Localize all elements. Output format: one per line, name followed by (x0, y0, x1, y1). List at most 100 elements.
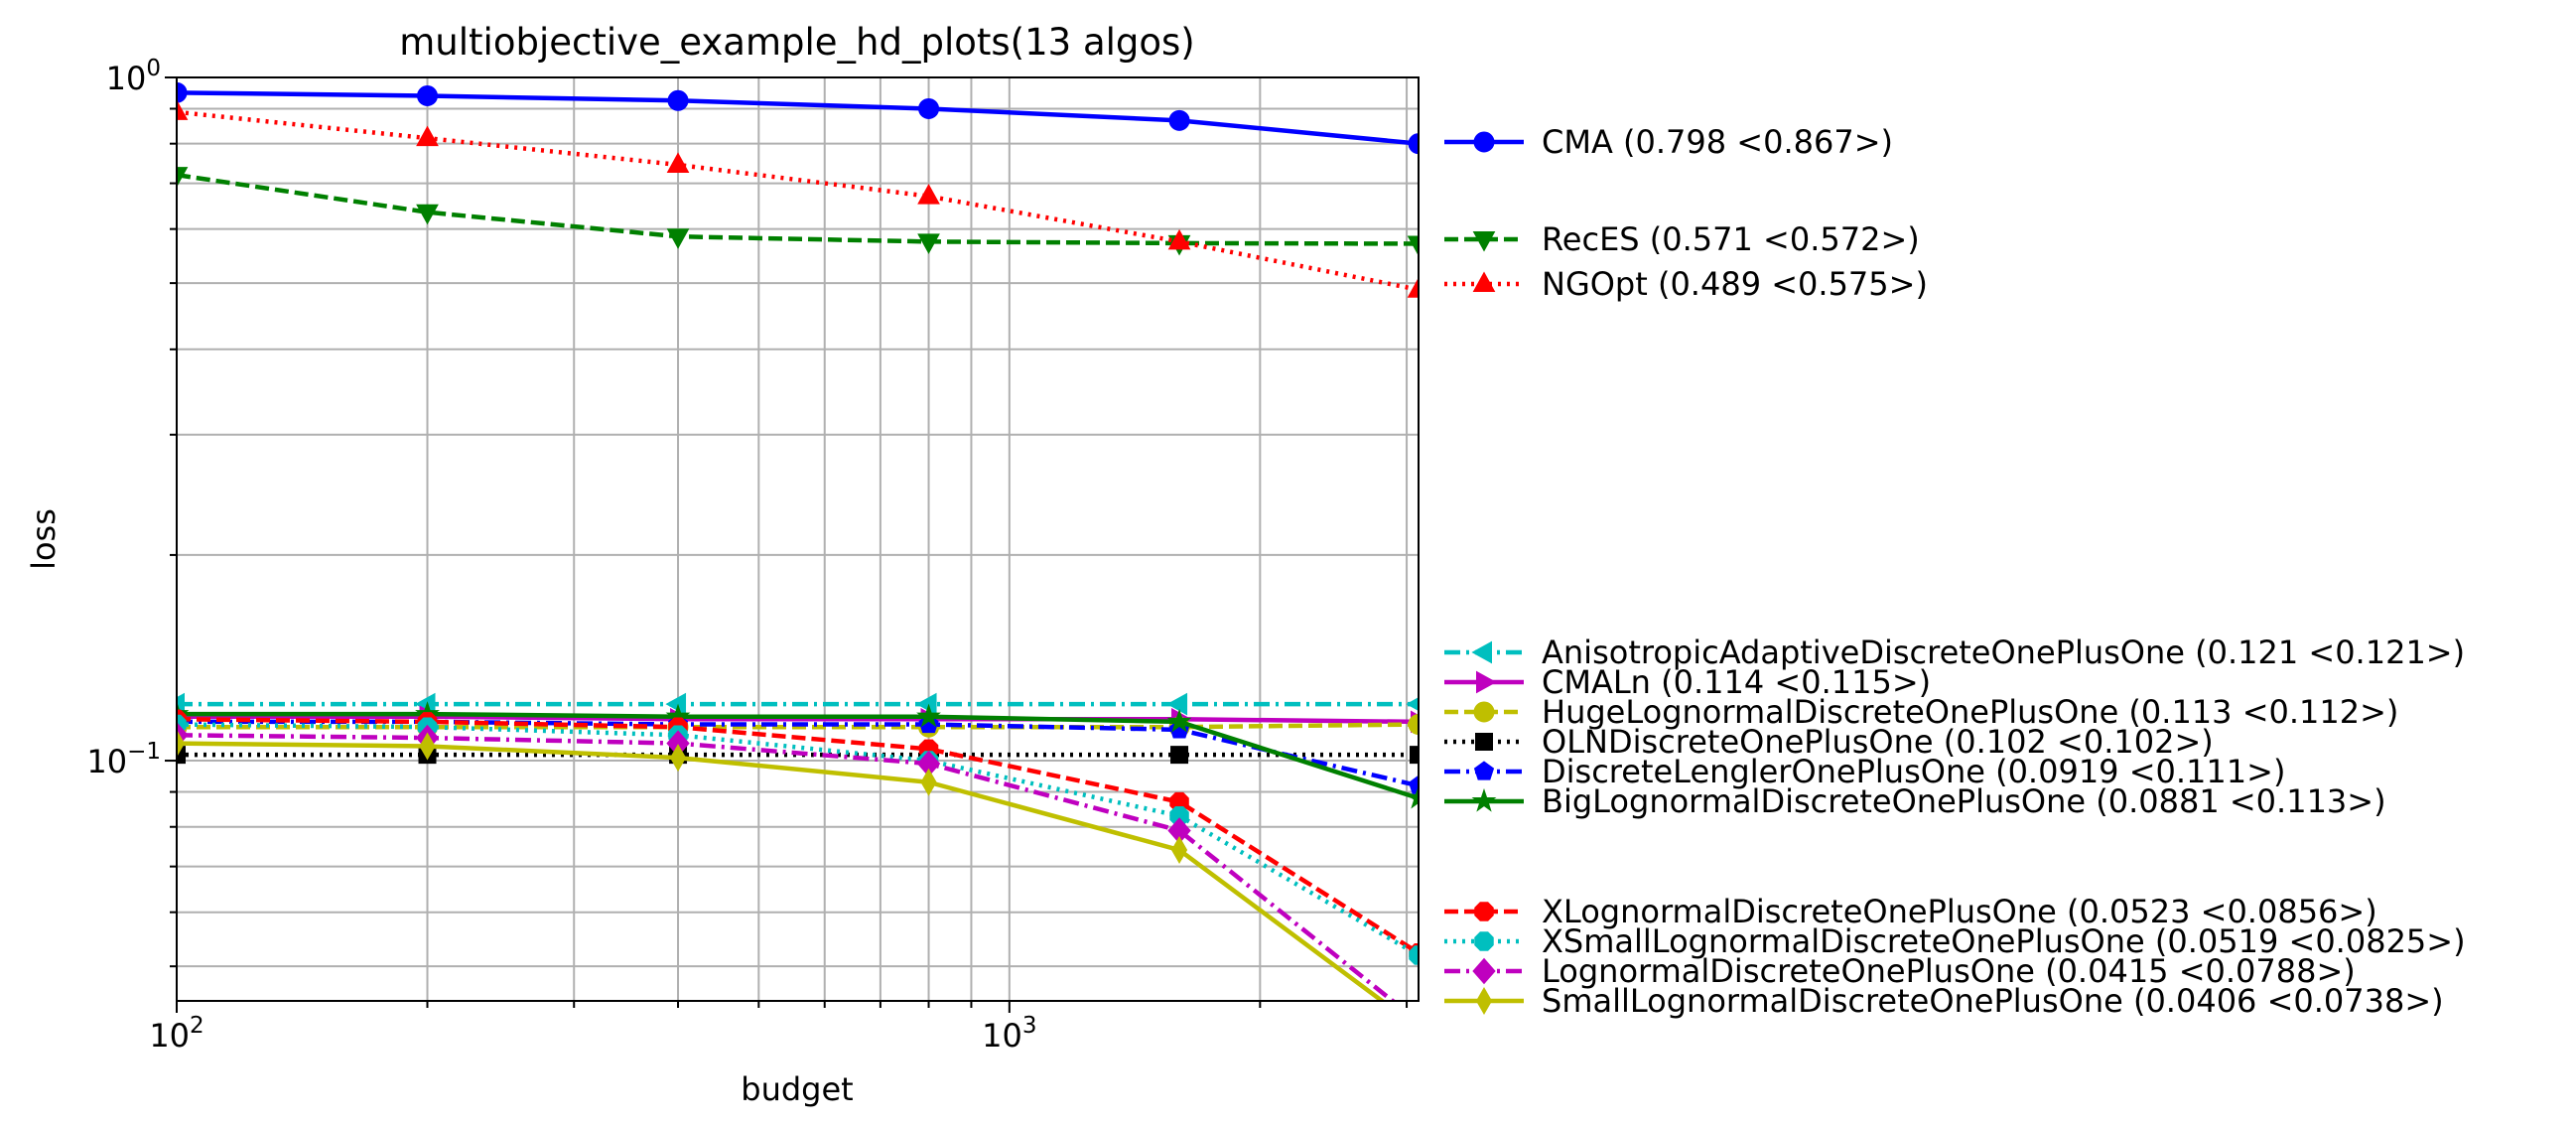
data-point (1407, 277, 1419, 298)
series-line (177, 722, 1419, 957)
data-point (920, 768, 937, 796)
data-point (916, 703, 941, 728)
data-point (1407, 235, 1419, 256)
data-point (666, 228, 690, 249)
data-point (416, 125, 439, 147)
data-point (1166, 692, 1188, 716)
data-point (1408, 1009, 1429, 1034)
x-axis-label: budget (741, 1070, 853, 1108)
series-line (177, 722, 1419, 730)
legend-marker (1473, 701, 1495, 723)
legend-label: XSmallLognormalDiscreteOnePlusOne (0.051… (1542, 922, 2466, 960)
x-tick-label: 103 (982, 1013, 1036, 1055)
legend-item: CMA (0.798 <0.867>) (1444, 123, 1893, 161)
legend-marker (1473, 131, 1495, 153)
legend-label: BigLognormalDiscreteOnePlusOne (0.0881 <… (1542, 782, 2386, 820)
legend-item: XLognormalDiscreteOnePlusOne (0.0523 <0.… (1444, 893, 2377, 930)
series-line (177, 714, 1419, 725)
data-point (1168, 109, 1190, 131)
legend-item: CMALn (0.114 <0.115>) (1444, 663, 1931, 701)
data-point (665, 692, 687, 716)
legend: CMA (0.798 <0.867>) RecES (0.571 <0.572>)… (1444, 123, 2466, 1020)
data-point (1170, 746, 1189, 765)
data-point (1167, 228, 1191, 250)
series-1 (177, 81, 1419, 155)
data-point (1166, 708, 1192, 733)
data-point (917, 184, 940, 205)
data-point (1406, 697, 1419, 712)
plot-frame (176, 76, 1420, 1002)
y-tick-label: 100 (106, 56, 161, 97)
legend-item: BigLognormalDiscreteOnePlusOne (0.0881 <… (1444, 782, 2386, 820)
series-line (177, 711, 1419, 801)
legend-marker (1472, 231, 1496, 252)
data-point (1410, 746, 1419, 765)
series-layer (177, 81, 1429, 1041)
legend-label: DiscreteLenglerOnePlusOne (0.0919 <0.111… (1542, 753, 2285, 790)
data-point (1406, 784, 1419, 809)
data-point (667, 89, 689, 111)
data-point (177, 746, 186, 765)
series-13 (177, 729, 1426, 1041)
legend-item: HugeLognormalDiscreteOnePlusOne (0.113 <… (1444, 693, 2398, 731)
data-point (177, 167, 189, 188)
data-point (669, 744, 687, 773)
legend-label: HugeLognormalDiscreteOnePlusOne (0.113 <… (1542, 693, 2398, 731)
data-point (417, 84, 439, 106)
data-point (1170, 836, 1188, 865)
legend-item: SmallLognormalDiscreteOnePlusOne (0.0406… (1444, 982, 2444, 1020)
y-tick-label: 10−1 (86, 739, 161, 780)
legend-marker (1474, 902, 1494, 921)
legend-marker (1475, 986, 1493, 1016)
data-point (416, 204, 439, 225)
series-3 (177, 99, 1419, 298)
legend-marker (1473, 761, 1495, 780)
legend-marker (1471, 787, 1497, 812)
series-line (177, 733, 1397, 1001)
data-point (1408, 775, 1419, 794)
legend-label: SmallLognormalDiscreteOnePlusOne (0.0406… (1542, 982, 2444, 1020)
legend-label: LognormalDiscreteOnePlusOne (0.0415 <0.0… (1542, 952, 2356, 990)
data-point (1409, 945, 1419, 965)
legend-item: DiscreteLenglerOnePlusOne (0.0919 <0.111… (1444, 753, 2285, 790)
data-point (177, 99, 189, 120)
legend-label: RecES (0.571 <0.572>) (1542, 220, 1920, 258)
legend-marker (1474, 931, 1494, 951)
legend-label: AnisotropicAdaptiveDiscreteOnePlusOne (0… (1542, 634, 2465, 671)
x-tick-label: 102 (149, 1013, 203, 1055)
chart-title: multiobjective_example_hd_plots(13 algos… (399, 21, 1194, 64)
data-point (916, 692, 937, 716)
legend-item: NGOpt (0.489 <0.575>) (1444, 265, 1928, 303)
legend-marker (1476, 670, 1497, 694)
legend-marker (1471, 640, 1492, 664)
legend-marker (1472, 957, 1496, 985)
ticks: 102 103 100 10−1 (86, 56, 1409, 1055)
legend-marker (1472, 271, 1496, 292)
legend-label: OLNDiscreteOnePlusOne (0.102 <0.102>) (1542, 723, 2214, 761)
series-line (177, 741, 1386, 1001)
data-point (419, 732, 436, 761)
legend-label: CMA (0.798 <0.867>) (1542, 123, 1893, 161)
legend-item: XSmallLognormalDiscreteOnePlusOne (0.051… (1444, 922, 2466, 960)
legend-label: XLognormalDiscreteOnePlusOne (0.0523 <0.… (1542, 893, 2377, 930)
data-point (1412, 1015, 1426, 1041)
y-axis-label: loss (25, 508, 63, 570)
legend-item: RecES (0.571 <0.572>) (1444, 220, 1920, 258)
data-point (666, 152, 690, 173)
legend-item: AnisotropicAdaptiveDiscreteOnePlusOne (0… (1444, 634, 2465, 671)
data-point (177, 729, 186, 758)
data-point (917, 233, 940, 254)
series-line (177, 90, 1419, 146)
data-point (918, 97, 940, 119)
series-line (177, 717, 1419, 955)
legend-label: CMALn (0.114 <0.115>) (1542, 663, 1931, 701)
legend-item: LognormalDiscreteOnePlusOne (0.0415 <0.0… (1444, 952, 2356, 990)
plot-background (177, 77, 1419, 1001)
grid (176, 76, 1419, 1001)
data-point (177, 81, 188, 103)
legend-item: OLNDiscreteOnePlusOne (0.102 <0.102>) (1444, 723, 2214, 761)
legend-label: NGOpt (0.489 <0.575>) (1542, 265, 1928, 303)
legend-marker (1475, 733, 1493, 751)
series-line (177, 172, 1419, 246)
